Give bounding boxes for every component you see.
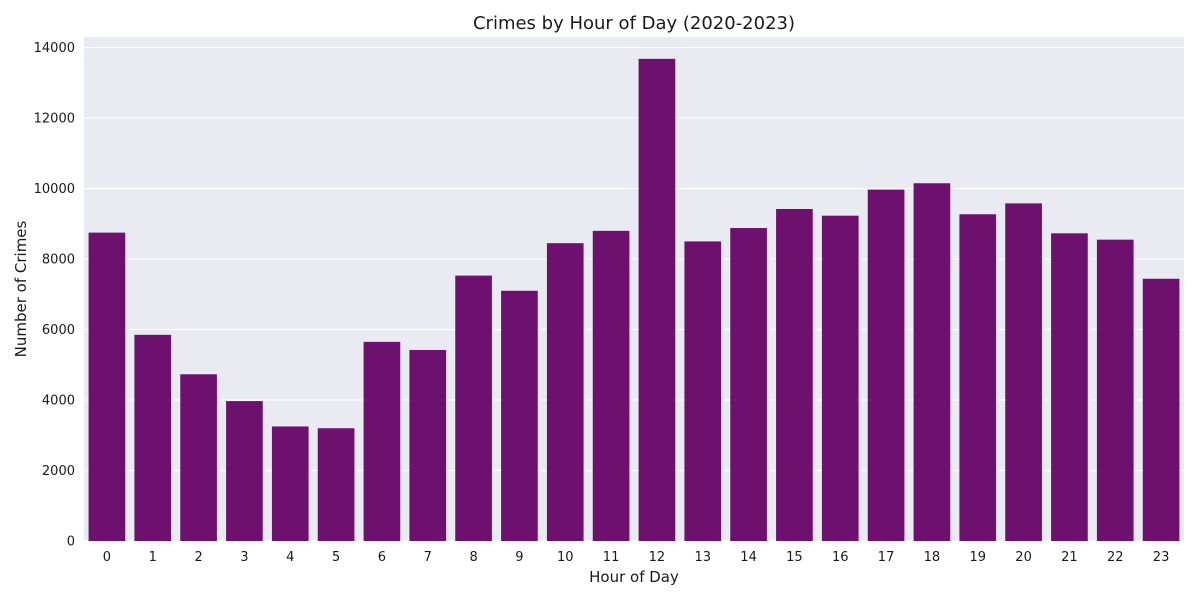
x-tick-label: 18 [924,550,941,565]
y-tick-label: 6000 [42,323,75,338]
x-tick-label: 20 [1015,550,1032,565]
x-tick-label: 4 [286,550,294,565]
x-tick-label: 6 [378,550,386,565]
y-tick-label: 0 [67,535,75,550]
x-tick-label: 2 [194,550,202,565]
x-tick-label: 16 [832,550,849,565]
bar-hour-4 [271,426,309,541]
bar-hour-18 [913,183,951,541]
bar-hour-19 [959,214,997,541]
bar-hour-21 [1051,233,1088,541]
plot-area [84,37,1184,541]
bar-hour-22 [1096,239,1134,541]
x-tick-label: 14 [740,550,757,565]
bars [88,58,1180,542]
bar-hour-7 [409,349,447,541]
x-tick-label: 8 [469,550,477,565]
bar-hour-3 [226,401,263,541]
x-tick-label: 5 [332,550,340,565]
x-tick-label: 17 [878,550,895,565]
y-tick-label: 10000 [34,182,75,197]
bar-hour-6 [363,341,401,541]
x-tick-label: 10 [557,550,574,565]
bar-hour-14 [730,228,767,541]
x-tick-label: 3 [240,550,248,565]
x-tick-label: 22 [1107,550,1124,565]
y-tick-label: 8000 [42,253,75,268]
x-tick-label: 19 [969,550,986,565]
x-tick-label: 9 [515,550,523,565]
x-tick-label: 13 [694,550,711,565]
x-tick-label: 12 [649,550,666,565]
x-tick-label: 1 [149,550,157,565]
y-tick-label: 2000 [42,464,75,479]
bar-hour-5 [317,428,355,541]
x-tick-label: 15 [786,550,803,565]
bar-hour-2 [180,374,217,541]
x-tick-label: 11 [603,550,620,565]
bar-hour-12 [638,58,676,542]
bar-hour-1 [134,334,172,541]
y-tick-label: 4000 [42,394,75,409]
bar-hour-16 [821,215,859,541]
bar-hour-13 [684,241,722,541]
bar-hour-0 [88,232,126,541]
bar-hour-20 [1005,203,1042,542]
x-tick-label: 0 [103,550,111,565]
bar-hour-9 [501,290,538,541]
y-tick-label: 12000 [34,112,75,127]
x-tick-labels: 0 1 2 3 4 5 6 7 8 9 10 11 12 13 14 15 16 17 18 19 20 21 22 23 [103,550,1170,565]
bar-hour-23 [1142,278,1180,541]
bar-hour-11 [592,230,630,541]
y-tick-label: 14000 [34,41,75,56]
bar-hour-10 [546,243,584,541]
x-tick-label: 23 [1153,550,1170,565]
x-tick-label: 21 [1061,550,1078,565]
bar-hour-8 [455,275,492,541]
y-axis-label: Number of Crimes [12,220,30,357]
grid-lines [84,46,1184,542]
x-axis-label: Hour of Day [589,568,679,586]
chart-title: Crimes by Hour of Day (2020-2023) [473,13,795,34]
y-tick-labels: 0 2000 4000 6000 8000 10000 12000 14000 [34,41,75,549]
bar-hour-17 [867,189,905,541]
x-tick-label: 7 [424,550,432,565]
bar-hour-15 [776,208,813,542]
